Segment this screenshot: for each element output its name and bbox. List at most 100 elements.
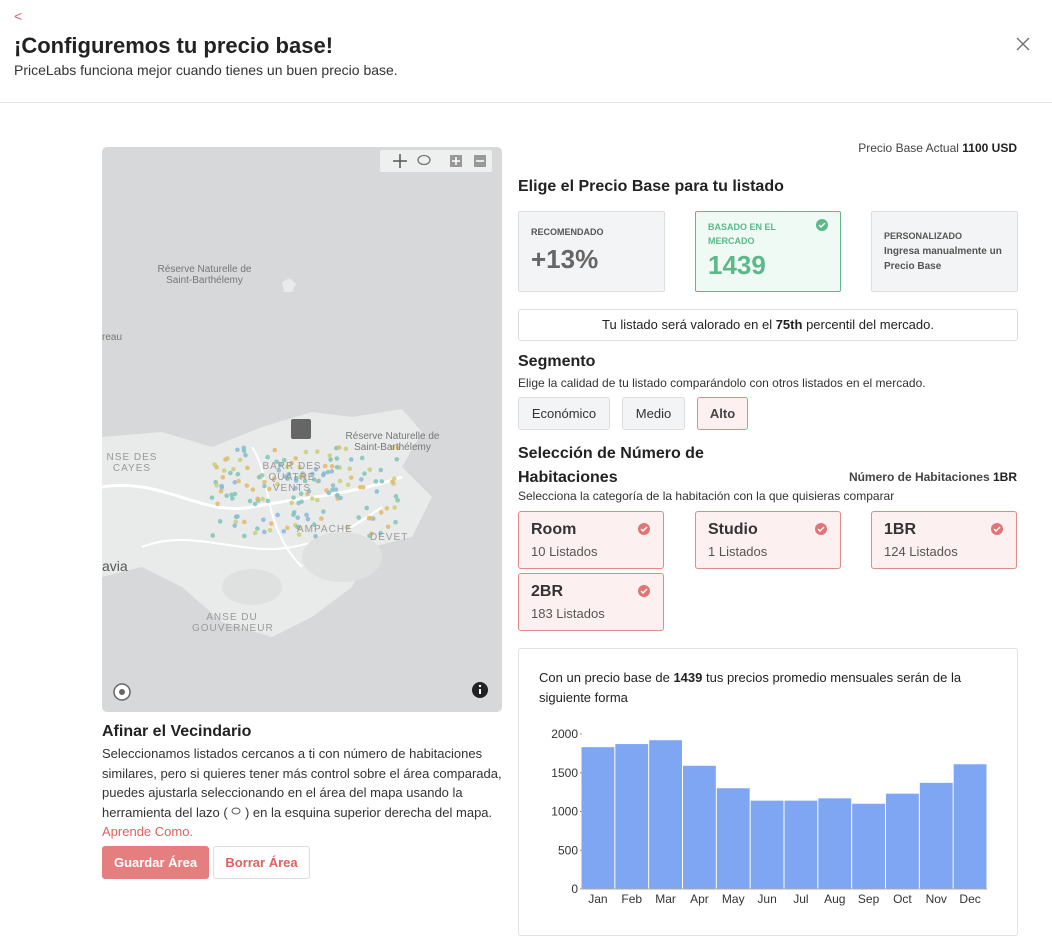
bar	[919, 782, 953, 889]
listing-dot	[368, 515, 373, 521]
room-option[interactable]: Room 10 Listados	[518, 511, 664, 569]
listing-dot	[233, 519, 239, 525]
check-icon	[816, 219, 828, 231]
listing-dot	[217, 519, 223, 524]
page-subtitle: PriceLabs funciona mejor cuando tienes u…	[14, 62, 398, 78]
room-name: Studio	[708, 521, 758, 538]
listing-dot	[334, 456, 340, 461]
listing-dot	[285, 464, 290, 470]
listing-dot	[262, 479, 267, 485]
listing-dot	[303, 449, 309, 455]
clear-button[interactable]: Borrar Área	[213, 846, 310, 879]
x-tick-label: Mar	[655, 892, 676, 906]
listing-dot	[306, 489, 312, 494]
room-option[interactable]: Studio 1 Listados	[695, 511, 841, 569]
map-canvas	[102, 278, 432, 637]
map-logo	[113, 683, 131, 701]
recommended-card[interactable]: RECOMENDADO +13%	[518, 211, 665, 292]
listing-dot	[269, 521, 274, 526]
listing-dot	[334, 464, 340, 470]
map-label: DEVET	[370, 532, 409, 543]
listing-dot	[285, 476, 290, 481]
check-icon	[991, 523, 1003, 535]
value: 1100 USD	[962, 141, 1017, 155]
listing-dot	[236, 478, 241, 484]
percentile-box: Tu listado será valorado en el 75th perc…	[518, 309, 1018, 341]
back-button[interactable]: <	[14, 8, 23, 24]
check-icon	[815, 523, 827, 535]
listing-dot	[265, 498, 271, 504]
market-card[interactable]: BASADO EN EL MERCADO 1439	[695, 211, 841, 292]
segment-option-selected[interactable]: Alto	[697, 397, 748, 430]
chart-card	[518, 648, 1018, 936]
listing-dot	[310, 471, 315, 477]
listing-dot	[255, 526, 260, 531]
x-tick-label: Dec	[959, 892, 980, 906]
listing-dot	[232, 480, 238, 485]
listing-dot	[385, 524, 391, 530]
room-name: Room	[531, 521, 577, 538]
listing-dot	[359, 477, 364, 482]
value: 1BR	[992, 470, 1017, 484]
current-price: Precio Base Actual 1100 USD	[858, 141, 1017, 155]
close-button[interactable]	[1015, 36, 1031, 52]
divider	[0, 102, 1052, 103]
map-info[interactable]	[470, 680, 490, 700]
segment-option[interactable]: Económico	[518, 397, 610, 430]
listing-dot	[374, 489, 380, 494]
listing-dot	[223, 457, 228, 462]
listing-dot	[298, 474, 303, 480]
listing-dot	[343, 446, 349, 452]
listing-dot	[261, 517, 266, 523]
listing-dot	[242, 533, 247, 539]
custom-card[interactable]: PERSONALIZADO Ingresa manualmente un Pre…	[871, 211, 1018, 292]
listing-dot	[235, 471, 241, 477]
listing-dot	[327, 453, 333, 458]
listing-dot	[321, 509, 326, 514]
listing-dot	[322, 463, 328, 469]
listing-dot	[302, 478, 308, 484]
save-button[interactable]: Guardar Área	[102, 846, 209, 879]
x-tick-label: Jun	[757, 892, 776, 906]
label: Número de Habitaciones	[848, 470, 990, 484]
listing-dot	[275, 512, 280, 518]
map-label: ANSE DU GOUVERNEUR	[192, 612, 274, 634]
x-tick-label: Apr	[690, 892, 709, 906]
room-option[interactable]: 1BR 124 Listados	[871, 511, 1017, 569]
listing-dot	[310, 496, 315, 501]
map-label: reau	[102, 332, 123, 343]
segment-option[interactable]: Medio	[622, 397, 685, 430]
listing-dot	[336, 445, 342, 450]
listing-dot	[235, 514, 240, 519]
listing-dot	[265, 454, 270, 460]
lasso-icon	[231, 807, 241, 814]
listing-dot	[210, 533, 216, 538]
bar	[615, 744, 649, 889]
map-label: Réserve Naturelle de Saint-Barthélemy	[157, 264, 252, 286]
learn-link[interactable]: Aprende Como.	[102, 824, 194, 839]
y-tick-label: 1500	[551, 766, 578, 780]
page-title: ¡Configuremos tu precio base!	[14, 33, 334, 58]
listing-dot	[311, 477, 317, 482]
listing-dot	[316, 478, 321, 484]
listing-dot	[286, 471, 292, 477]
listing-dot	[326, 490, 332, 496]
listing-dot	[345, 525, 350, 530]
listing-dot	[359, 455, 365, 461]
listing-dot	[215, 501, 220, 507]
room-option[interactable]: 2BR 183 Listados	[518, 573, 664, 631]
map[interactable]: Réserve Naturelle de Saint-Barthélemy re…	[102, 147, 502, 712]
listing-dot	[304, 512, 309, 518]
map-toolbar[interactable]	[380, 150, 492, 172]
listing-dot	[298, 491, 304, 497]
listing-dot	[221, 468, 227, 473]
room-listings: 10 Listados	[531, 544, 598, 559]
listing-dot	[330, 483, 336, 488]
listing-dot	[256, 474, 262, 480]
y-tick-label: 500	[558, 843, 578, 857]
listing-dot	[360, 484, 366, 490]
listing-dot	[281, 457, 287, 463]
listing-dot	[224, 493, 229, 499]
listing-dot	[291, 495, 296, 500]
